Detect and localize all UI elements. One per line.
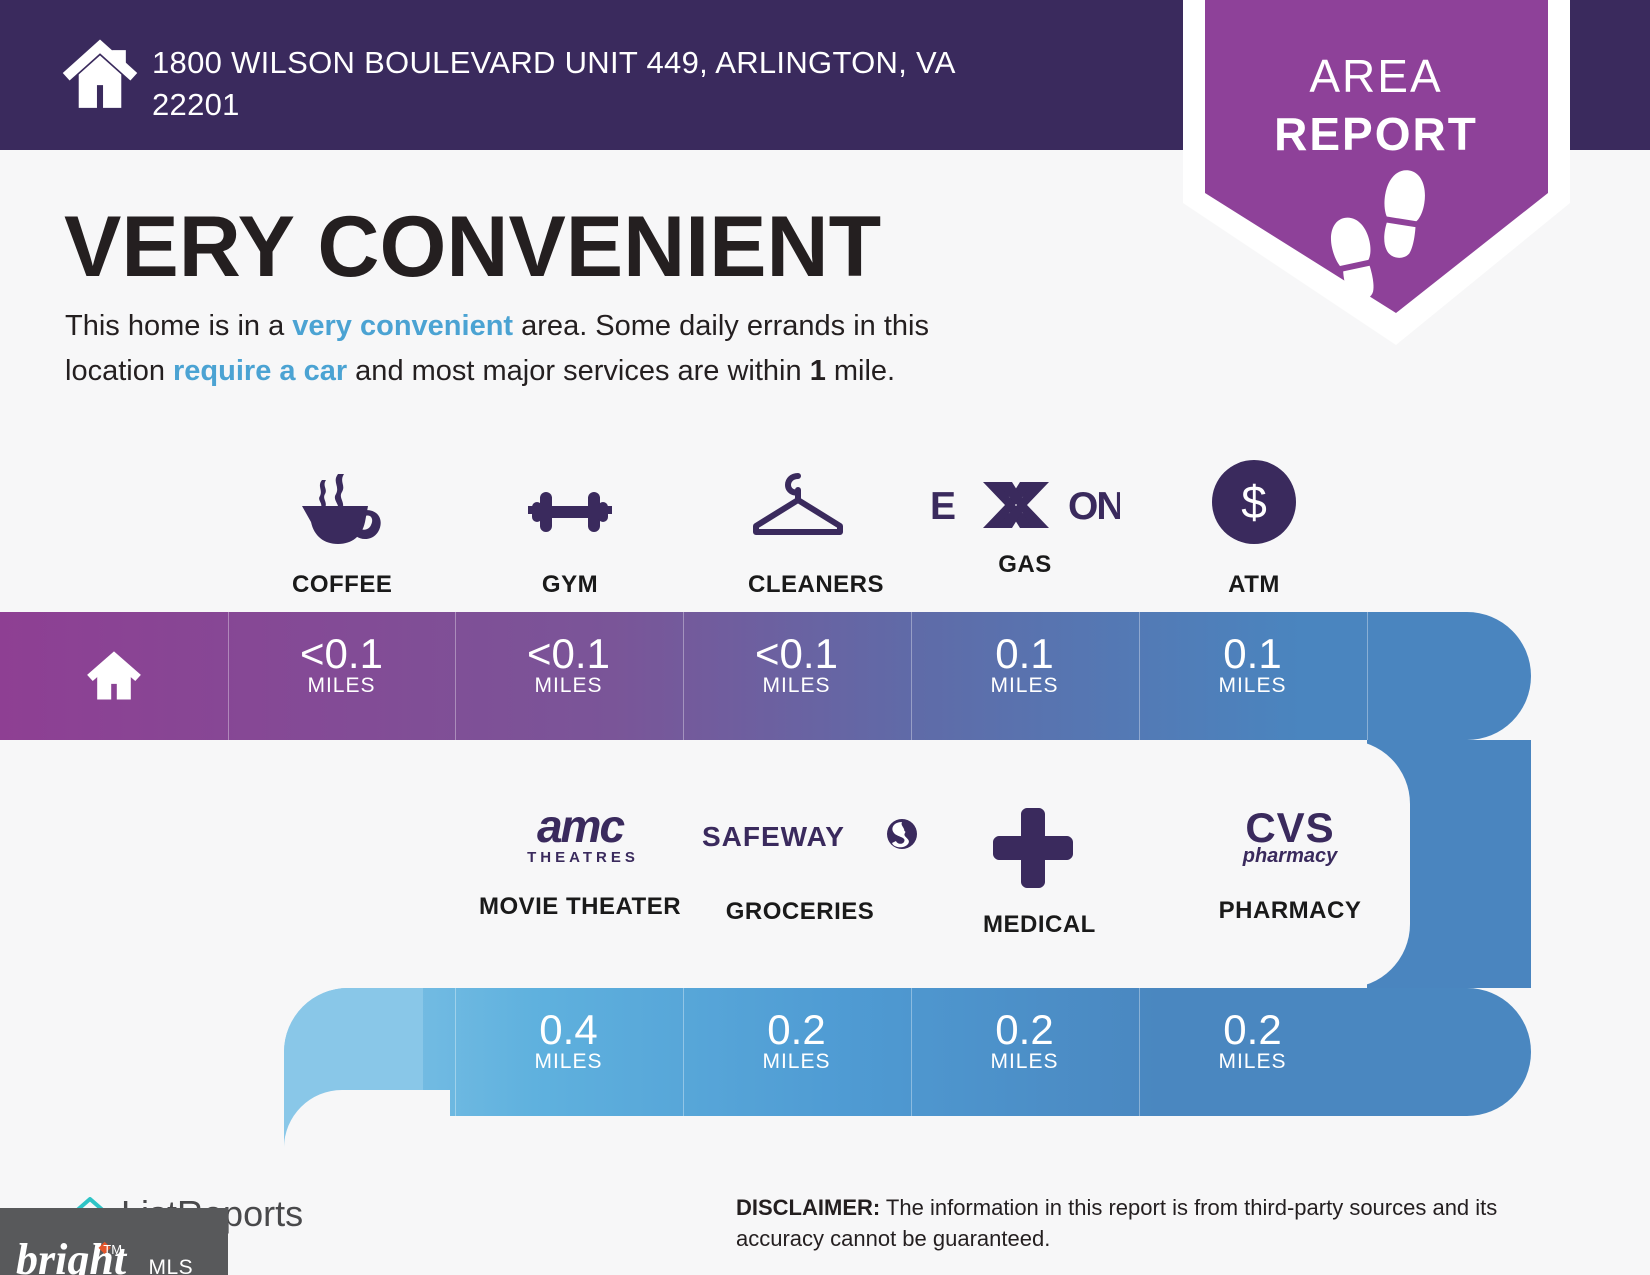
svg-text:ON: ON: [1068, 485, 1120, 528]
svg-text:SAFEWAY: SAFEWAY: [702, 821, 845, 852]
svg-text:E: E: [930, 485, 955, 528]
svg-text:amc: amc: [537, 800, 624, 852]
svg-text:pharmacy: pharmacy: [1242, 845, 1338, 867]
svg-text:AREA: AREA: [1309, 50, 1442, 102]
svg-text:REPORT: REPORT: [1274, 108, 1478, 160]
svg-text:CVS: CVS: [1245, 804, 1334, 851]
svg-text:THEATRES: THEATRES: [527, 849, 639, 866]
svg-text:$: $: [1241, 476, 1267, 528]
